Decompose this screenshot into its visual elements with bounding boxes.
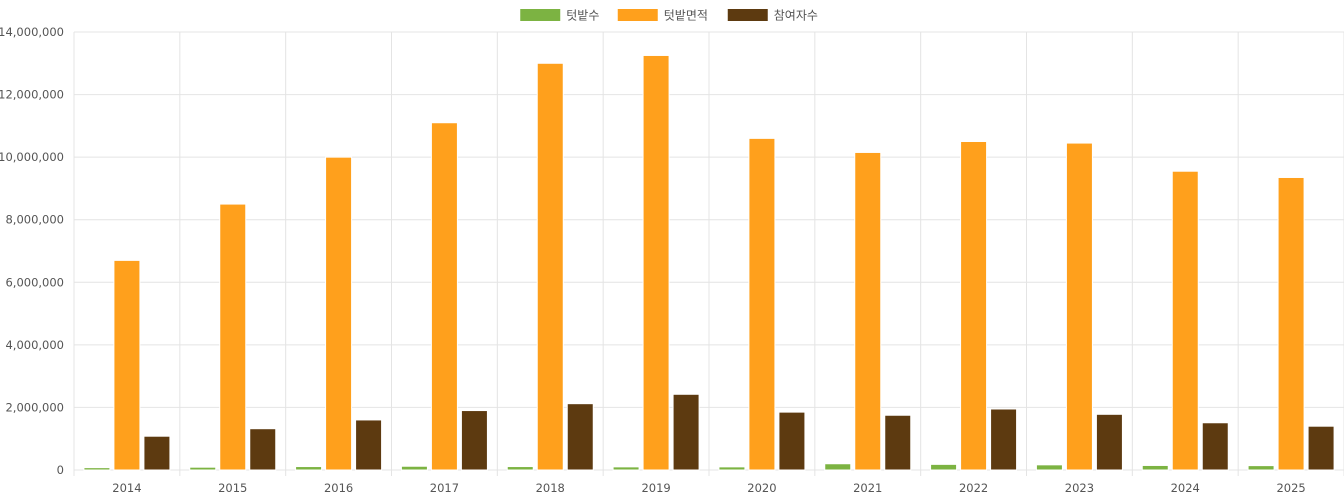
bar-gardens[interactable] <box>83 467 111 471</box>
legend[interactable]: 텃밭수 텃밭면적 참여자수 <box>520 9 818 23</box>
y-tick-label: 2,000,000 <box>5 400 64 414</box>
bar-participants[interactable] <box>990 408 1018 471</box>
bar-gardens[interactable] <box>189 466 217 471</box>
legend-label: 참여자수 <box>774 9 818 23</box>
bar-gardens[interactable] <box>295 466 323 471</box>
bar-participants[interactable] <box>566 403 594 471</box>
grid-lines <box>73 31 1344 476</box>
legend-item[interactable]: 텃밭면적 <box>617 9 708 23</box>
bar-area[interactable] <box>1277 176 1305 471</box>
bar-area[interactable] <box>1171 170 1199 471</box>
bar-area[interactable] <box>430 122 458 471</box>
x-tick-label: 2020 <box>747 481 776 495</box>
x-axis: 2014 2015 2016 2017 2018 2019 2020 2021 2022 2023… <box>112 481 1305 495</box>
x-tick-label: 2025 <box>1276 481 1305 495</box>
bar-area[interactable] <box>536 62 564 471</box>
y-tick-label: 0 <box>57 463 64 477</box>
bar-gardens[interactable] <box>824 463 852 471</box>
bar-participants[interactable] <box>249 428 277 471</box>
x-tick-label: 2014 <box>112 481 141 495</box>
x-tick-label: 2016 <box>324 481 353 495</box>
bar-gardens[interactable] <box>1141 464 1169 471</box>
bar-participants[interactable] <box>884 414 912 471</box>
bar-area[interactable] <box>219 203 247 471</box>
x-tick-label: 2024 <box>1171 481 1200 495</box>
x-tick-label: 2017 <box>430 481 459 495</box>
legend-swatch <box>727 9 768 21</box>
bar-gardens[interactable] <box>506 466 534 471</box>
bar-participants[interactable] <box>1201 422 1229 471</box>
x-tick-label: 2018 <box>536 481 565 495</box>
legend-label: 텃밭수 <box>566 9 599 23</box>
y-axis: 0 2,000,000 4,000,000 6,000,000 8,000,000 10,… <box>0 25 64 477</box>
bar-participants[interactable] <box>460 410 488 471</box>
legend-swatch <box>617 9 658 21</box>
bars <box>83 54 1335 471</box>
legend-item[interactable]: 텃밭수 <box>520 9 599 23</box>
bar-gardens[interactable] <box>612 466 640 471</box>
bar-area[interactable] <box>325 156 353 471</box>
bar-gardens[interactable] <box>1035 464 1063 471</box>
bar-area[interactable] <box>642 54 670 471</box>
bar-gardens[interactable] <box>718 466 746 471</box>
y-tick-label: 12,000,000 <box>0 88 64 102</box>
x-tick-label: 2022 <box>959 481 988 495</box>
bar-area[interactable] <box>1065 142 1093 471</box>
bar-area[interactable] <box>113 259 141 471</box>
legend-item[interactable]: 참여자수 <box>727 9 818 23</box>
bar-participants[interactable] <box>143 435 171 471</box>
bar-gardens[interactable] <box>930 463 958 471</box>
x-tick-label: 2019 <box>641 481 670 495</box>
x-tick-label: 2015 <box>218 481 247 495</box>
bar-area[interactable] <box>960 141 988 471</box>
bar-area[interactable] <box>854 151 882 471</box>
bar-gardens[interactable] <box>400 465 428 471</box>
legend-label: 텃밭면적 <box>664 9 708 23</box>
bar-gardens[interactable] <box>1247 465 1275 471</box>
bar-area[interactable] <box>748 137 776 471</box>
legend-swatch <box>520 9 561 21</box>
bar-participants[interactable] <box>355 419 383 471</box>
y-tick-label: 10,000,000 <box>0 150 64 164</box>
bar-participants[interactable] <box>672 393 700 471</box>
y-tick-label: 8,000,000 <box>5 213 64 227</box>
y-tick-label: 6,000,000 <box>5 275 64 289</box>
bar-participants[interactable] <box>1095 413 1123 471</box>
y-tick-label: 14,000,000 <box>0 25 64 39</box>
bar-participants[interactable] <box>1307 425 1335 471</box>
y-tick-label: 4,000,000 <box>5 338 64 352</box>
x-tick-label: 2023 <box>1065 481 1094 495</box>
x-tick-label: 2021 <box>853 481 882 495</box>
bar-participants[interactable] <box>778 411 806 471</box>
